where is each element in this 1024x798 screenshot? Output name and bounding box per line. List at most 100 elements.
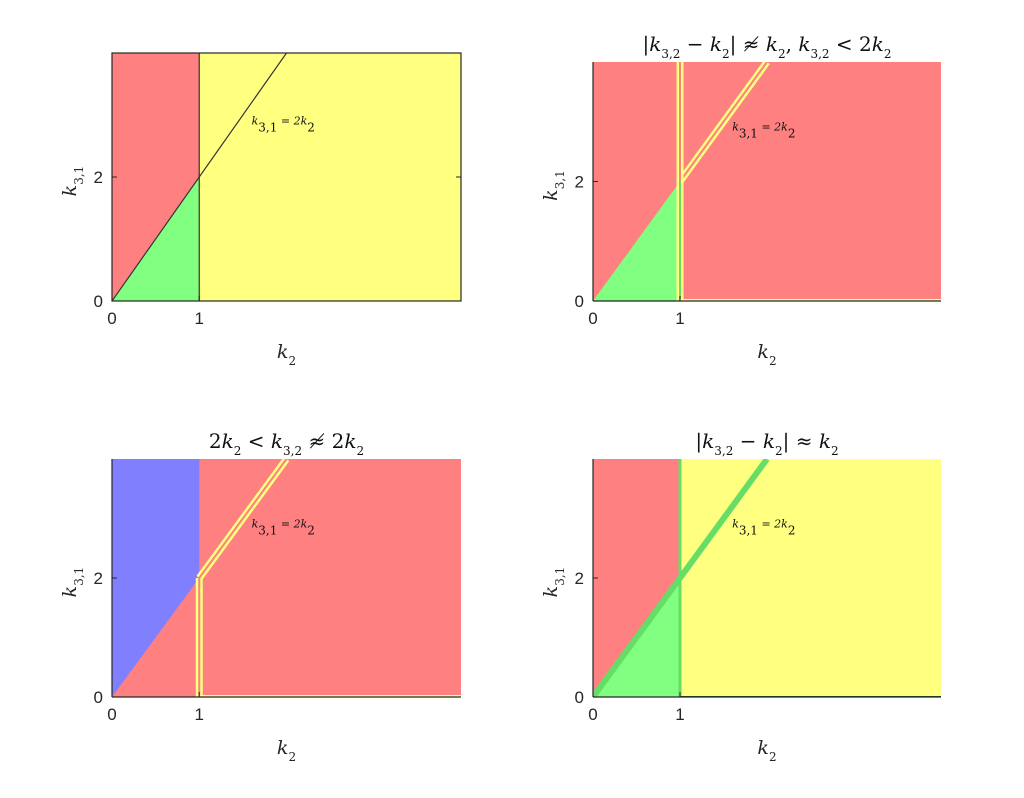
var-k: k <box>222 429 234 453</box>
region-blue <box>112 459 200 697</box>
var-k: k <box>649 32 661 56</box>
plot-area <box>112 459 461 697</box>
var-k: k <box>540 586 562 598</box>
subscript: 3,1 <box>553 170 567 189</box>
var-k: k <box>781 517 788 530</box>
plot-area <box>112 53 461 301</box>
var-k: k <box>277 737 289 759</box>
text-part: = 2 <box>277 517 300 530</box>
y-tick-label: 2 <box>94 168 103 187</box>
y-axis-label: k3,1 <box>540 170 567 201</box>
subscript: 3,1 <box>72 567 86 586</box>
text-part: , <box>786 32 799 56</box>
var-k: k <box>872 32 884 56</box>
text-part: | ≈ <box>783 429 819 454</box>
line-annotation: k3,1 = 2k2 <box>252 114 315 134</box>
text-part: | <box>642 32 649 57</box>
subscript: 3,1 <box>258 120 277 134</box>
var-k: k <box>819 429 831 453</box>
var-k: k <box>301 517 308 530</box>
x-tick-label: 0 <box>588 309 597 328</box>
line-annotation: k3,1 = 2k2 <box>732 121 795 141</box>
subscript: 3,2 <box>283 444 302 458</box>
x-axis-label: k2 <box>277 737 296 764</box>
y-tick-label: 2 <box>94 569 103 588</box>
x-tick-label: 1 <box>195 309 204 328</box>
var-k: k <box>766 32 778 56</box>
y-tick-label: 0 <box>575 688 584 707</box>
subscript: 3,2 <box>810 47 829 61</box>
var-k: k <box>757 341 769 363</box>
subscript: 2 <box>788 127 796 141</box>
var-k: k <box>710 32 722 56</box>
plot-area <box>593 459 941 697</box>
var-k: k <box>271 429 283 453</box>
boundary-line <box>198 459 288 579</box>
subscript: 2 <box>234 444 242 458</box>
var-k: k <box>798 32 810 56</box>
var-k: k <box>702 429 714 453</box>
line-annotation: k3,1 = 2k2 <box>732 517 795 537</box>
text-part: − <box>680 32 709 56</box>
boundary-line <box>679 62 768 183</box>
subscript: 2 <box>307 120 315 134</box>
region-yellow <box>199 53 461 301</box>
var-k: k <box>344 429 356 453</box>
subscript: 2 <box>831 444 839 458</box>
var-k: k <box>252 517 259 530</box>
subscript: 2 <box>288 750 296 764</box>
subscript: 3,2 <box>714 444 733 458</box>
x-axis-label: k2 <box>277 341 296 368</box>
y-tick-label: 0 <box>94 688 103 707</box>
text-part: = 2 <box>758 121 781 134</box>
var-k: k <box>732 121 739 134</box>
var-k: k <box>59 185 81 197</box>
subscript: 2 <box>307 523 315 537</box>
text-part: | <box>695 429 702 454</box>
text-part: | ≉ <box>730 32 766 57</box>
subscript: 3,2 <box>661 47 680 61</box>
region-green <box>593 181 680 301</box>
y-axis-label: k3,1 <box>59 567 86 598</box>
region-yellow <box>680 459 941 697</box>
var-k: k <box>732 517 739 530</box>
subscript: 2 <box>356 444 364 458</box>
text-part: < <box>241 429 270 453</box>
subscript: 3,1 <box>739 523 758 537</box>
subscript: 2 <box>884 47 892 61</box>
text-part: − <box>733 429 762 453</box>
subscript: 2 <box>778 47 786 61</box>
x-tick-label: 0 <box>107 705 116 724</box>
panel-title: |k3,2 − k2| ≈ k2 <box>695 429 838 458</box>
subscript: 2 <box>288 354 296 368</box>
y-tick-label: 2 <box>575 173 584 192</box>
x-tick-label: 1 <box>675 705 684 724</box>
var-k: k <box>757 737 769 759</box>
y-tick-label: 0 <box>94 292 103 311</box>
y-axis-label: k3,1 <box>540 567 567 598</box>
var-k: k <box>252 114 259 127</box>
var-k: k <box>781 121 788 134</box>
x-tick-label: 0 <box>588 705 597 724</box>
text-part: 2 <box>209 429 222 453</box>
subscript: 2 <box>769 354 777 368</box>
subscript: 3,1 <box>258 523 277 537</box>
subscript: 3,1 <box>739 127 758 141</box>
subscript: 2 <box>775 444 783 458</box>
panel-title: 2k2 < k3,2 ≉ 2k2 <box>209 429 364 458</box>
x-axis-label: k2 <box>757 341 776 368</box>
subscript: 2 <box>769 750 777 764</box>
var-k: k <box>59 586 81 598</box>
x-axis-label: k2 <box>757 737 776 764</box>
y-tick-label: 2 <box>575 569 584 588</box>
panel-title: |k3,2 − k2| ≉ k2, k3,2 < 2k2 <box>642 32 891 61</box>
subscript: 2 <box>788 523 796 537</box>
x-tick-label: 1 <box>675 309 684 328</box>
subscript: 3,1 <box>72 166 86 185</box>
text-part: < 2 <box>830 32 872 56</box>
